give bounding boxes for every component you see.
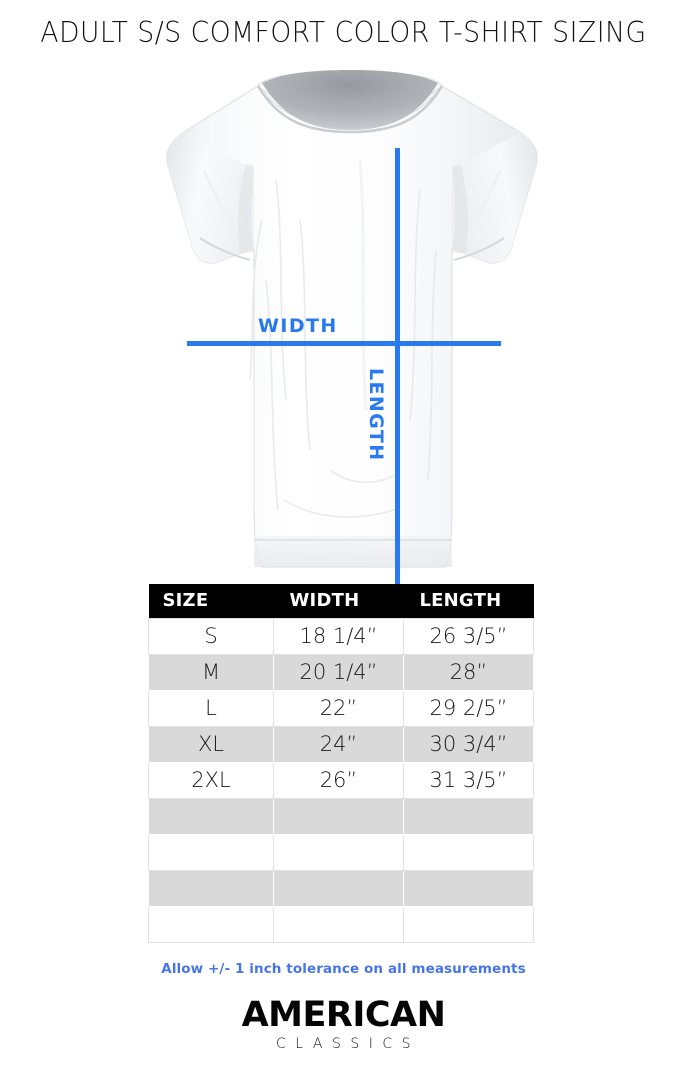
cell-length <box>403 797 534 835</box>
table-body: S 18 1/4” 26 3/5” M 20 1/4” 28” L 22” 29… <box>148 617 534 943</box>
table-row: M 20 1/4” 28” <box>148 653 534 691</box>
cell-length: 30 3/4” <box>403 725 534 763</box>
column-header-size: SIZE <box>148 584 274 618</box>
page-title: ADULT S/S COMFORT COLOR T-SHIRT SIZING <box>40 16 647 49</box>
cell-size: XL <box>148 725 274 763</box>
brand-name-secondary: CLASSICS <box>275 1036 421 1052</box>
right-underarm-shadow <box>452 164 468 254</box>
table-row: 2XL 26” 31 3/5” <box>148 761 534 799</box>
cell-length <box>403 869 534 907</box>
width-measure-line <box>187 341 501 346</box>
cell-size <box>148 905 274 943</box>
column-header-width: WIDTH <box>273 584 404 618</box>
cell-size <box>148 833 274 871</box>
cell-size: 2XL <box>148 761 274 799</box>
cell-size: L <box>148 689 274 727</box>
cell-size <box>148 869 274 907</box>
cell-length: 31 3/5” <box>403 761 534 799</box>
left-underarm-shadow <box>238 164 254 254</box>
cell-length <box>403 833 534 871</box>
table-row-empty <box>148 905 534 943</box>
tshirt-illustration-svg <box>166 70 538 568</box>
cell-size: M <box>148 653 274 691</box>
length-label: LENGTH <box>365 368 387 462</box>
cell-width <box>273 797 404 835</box>
cell-width: 22” <box>273 689 404 727</box>
cell-size <box>148 797 274 835</box>
left-cuff <box>199 237 251 261</box>
cell-length <box>403 905 534 943</box>
table-row-empty <box>148 869 534 907</box>
cell-length: 26 3/5” <box>403 617 534 655</box>
tshirt-diagram: WIDTH LENGTH <box>0 70 687 638</box>
cell-width <box>273 833 404 871</box>
left-sleeve <box>166 132 254 264</box>
column-header-length: LENGTH <box>403 584 534 618</box>
cell-width: 24” <box>273 725 404 763</box>
size-table: SIZE WIDTH LENGTH S 18 1/4” 26 3/5” M 20… <box>148 584 534 943</box>
cell-width: 18 1/4” <box>273 617 404 655</box>
right-cuff <box>453 237 505 261</box>
table-row: XL 24” 30 3/4” <box>148 725 534 763</box>
cell-width: 26” <box>273 761 404 799</box>
table-row: S 18 1/4” 26 3/5” <box>148 617 534 655</box>
table-header-row: SIZE WIDTH LENGTH <box>148 584 534 618</box>
length-measure-line <box>395 148 400 638</box>
cell-size: S <box>148 617 274 655</box>
fabric-wrinkles <box>249 179 437 518</box>
tolerance-note: Allow +/- 1 inch tolerance on all measur… <box>161 961 526 977</box>
cell-width <box>273 905 404 943</box>
cell-width <box>273 869 404 907</box>
bottom-hem <box>254 536 452 567</box>
cell-length: 29 2/5” <box>403 689 534 727</box>
brand-logo: AMERICAN CLASSICS <box>0 996 687 1054</box>
cell-length: 28” <box>403 653 534 691</box>
collar-opening <box>262 70 438 130</box>
table-row-empty <box>148 833 534 871</box>
cell-width: 20 1/4” <box>273 653 404 691</box>
right-sleeve <box>452 132 538 264</box>
width-label: WIDTH <box>258 315 338 337</box>
table-row-empty <box>148 797 534 835</box>
collar-edge <box>256 85 444 134</box>
tshirt-body-shape <box>166 71 538 568</box>
brand-name-primary: AMERICAN <box>241 995 446 1035</box>
table-row: L 22” 29 2/5” <box>148 689 534 727</box>
